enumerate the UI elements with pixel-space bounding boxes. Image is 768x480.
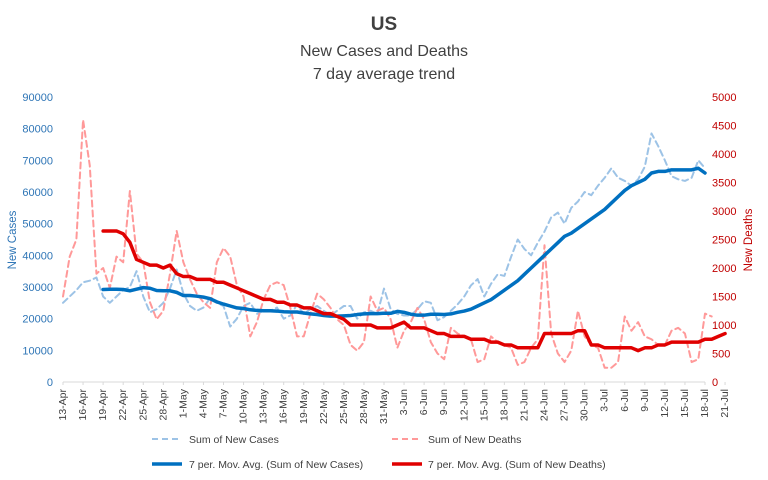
y-right-tick-label: 3000 xyxy=(712,206,736,218)
y-left-tick-label: 60000 xyxy=(22,187,53,199)
y-left-tick-label: 20000 xyxy=(22,314,53,326)
x-tick-label: 15-Jun xyxy=(478,389,490,421)
y-right-tick-label: 4500 xyxy=(712,121,736,133)
chart-subtitle-line-2: 7 day average trend xyxy=(313,66,455,83)
y-right-tick-label: 4000 xyxy=(712,149,736,161)
legend-label-deaths: Sum of New Deaths xyxy=(428,434,521,446)
y-left-tick-label: 40000 xyxy=(22,250,53,262)
x-tick-label: 6-Jul xyxy=(619,389,631,412)
plot-area xyxy=(62,118,727,369)
legend: Sum of New Cases Sum of New Deaths 7 per… xyxy=(152,434,606,471)
x-tick-label: 30-Jun xyxy=(579,389,591,421)
x-tick-label: 21-Jul xyxy=(719,389,731,418)
series-line-new-cases xyxy=(62,132,706,328)
y-axis-left: 0 10000 20000 30000 40000 50000 60000 70000 8000… xyxy=(22,92,53,389)
x-tick-label: 21-Jun xyxy=(518,389,530,421)
y-left-tick-label: 70000 xyxy=(22,155,53,167)
y-axis-right: 0 500 1000 1500 2000 2500 3000 3500 4000 4500 5000 xyxy=(712,92,736,389)
x-tick-label: 3-Jun xyxy=(398,389,410,415)
x-tick-label: 3-Jul xyxy=(599,389,611,412)
x-tick-label: 28-May xyxy=(358,388,370,424)
y-left-tick-label: 30000 xyxy=(22,282,53,294)
x-tick-label: 19-May xyxy=(298,388,310,424)
x-tick-label: 24-Jun xyxy=(539,389,551,421)
chart-title: US xyxy=(371,14,397,35)
y-right-tick-label: 2000 xyxy=(712,263,736,275)
x-tick-label: 18-Jun xyxy=(498,389,510,421)
y-right-tick-label: 1500 xyxy=(712,292,736,304)
y-right-tick-label: 1000 xyxy=(712,320,736,332)
x-tick-label: 10-May xyxy=(238,388,250,424)
y-left-tick-label: 50000 xyxy=(22,219,53,231)
y-left-tick-label: 90000 xyxy=(22,92,53,104)
x-tick-label: 15-Jul xyxy=(679,389,691,418)
x-tick-label: 13-May xyxy=(258,388,270,424)
y-left-tick-label: 10000 xyxy=(22,345,53,357)
y-right-tick-label: 0 xyxy=(712,377,718,389)
legend-label-cases: Sum of New Cases xyxy=(189,434,279,446)
x-tick-label: 31-May xyxy=(378,388,390,424)
y-right-tick-label: 5000 xyxy=(712,92,736,104)
x-tick-label: 16-Apr xyxy=(77,388,89,420)
x-tick-label: 19-Apr xyxy=(97,388,109,420)
x-tick-label: 7-May xyxy=(218,388,230,418)
series-line-deaths-moving-avg xyxy=(101,229,727,353)
y-right-tick-label: 500 xyxy=(712,349,730,361)
x-axis: 13-Apr 16-Apr 19-Apr 22-Apr 25-Apr 28-Apr 1-Ma… xyxy=(57,382,731,424)
x-tick-label: 13-Apr xyxy=(57,388,69,420)
x-tick-label: 12-Jul xyxy=(659,389,671,418)
x-tick-label: 1-May xyxy=(177,388,189,418)
chart-subtitle-line-1: New Cases and Deaths xyxy=(300,43,468,60)
series-line-cases-moving-avg xyxy=(101,166,707,318)
y-left-tick-label: 80000 xyxy=(22,124,53,136)
y-left-tick-label: 0 xyxy=(47,377,53,389)
x-tick-label: 22-May xyxy=(318,388,330,424)
x-tick-label: 28-Apr xyxy=(157,388,169,420)
x-tick-label: 12-Jun xyxy=(458,389,470,421)
x-tick-label: 25-May xyxy=(338,388,350,424)
x-tick-label: 9-Jul xyxy=(639,389,651,412)
y-axis-left-title: New Cases xyxy=(7,210,19,269)
x-tick-label: 18-Jul xyxy=(699,389,711,418)
y-right-tick-label: 3500 xyxy=(712,178,736,190)
series-line-new-deaths xyxy=(62,118,713,369)
legend-label-deaths-avg: 7 per. Mov. Avg. (Sum of New Deaths) xyxy=(428,459,606,471)
x-tick-label: 27-Jun xyxy=(559,389,571,421)
x-tick-label: 4-May xyxy=(197,388,209,418)
y-right-tick-label: 2500 xyxy=(712,235,736,247)
x-tick-label: 22-Apr xyxy=(117,388,129,420)
x-tick-label: 16-May xyxy=(278,388,290,424)
legend-label-cases-avg: 7 per. Mov. Avg. (Sum of New Cases) xyxy=(189,459,363,471)
x-tick-label: 6-Jun xyxy=(418,389,430,415)
x-tick-label: 25-Apr xyxy=(137,388,149,420)
x-tick-label: 9-Jun xyxy=(438,389,450,415)
y-axis-right-title: New Deaths xyxy=(743,208,755,271)
